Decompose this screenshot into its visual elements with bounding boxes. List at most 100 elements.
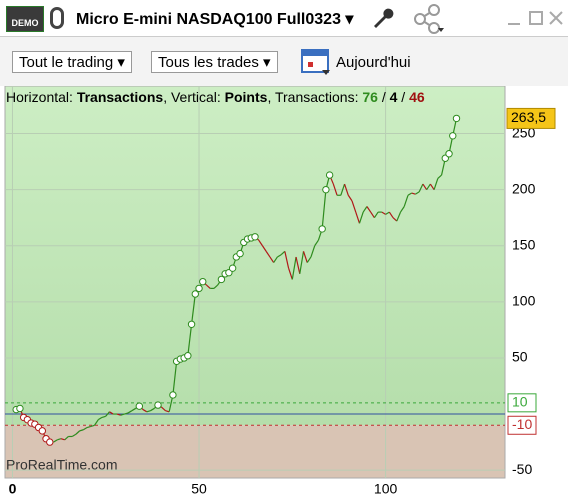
equity-segment (347, 194, 353, 202)
equity-segment (131, 407, 136, 412)
equity-segment (109, 411, 114, 415)
wrench-icon[interactable] (370, 6, 394, 30)
threshold-label: -10 (512, 416, 532, 432)
y-tick-label: 150 (512, 236, 536, 252)
equity-segment (321, 189, 327, 229)
y-tick-label: 50 (512, 349, 528, 365)
scope-dropdown[interactable]: Tout le trading ▾ (12, 51, 132, 73)
calendar-icon[interactable] (300, 46, 332, 76)
x-tick-label: 100 (374, 481, 398, 497)
link-icon[interactable] (50, 7, 64, 29)
equity-segment (415, 191, 420, 195)
equity-segment (310, 245, 316, 258)
equity-segment (385, 211, 390, 215)
window-controls[interactable] (504, 8, 568, 28)
equity-segment (429, 183, 435, 190)
trade-point (251, 233, 259, 241)
equity-segment (83, 426, 88, 431)
equity-segment (418, 183, 424, 193)
equity-segment (299, 251, 305, 274)
equity-segment (396, 211, 402, 222)
trade-point (199, 277, 207, 286)
equity-segment (373, 211, 379, 219)
info-part: Points (224, 89, 268, 105)
trade-point (236, 249, 244, 258)
threshold-box (507, 393, 537, 413)
equity-segment (426, 183, 431, 190)
y-tick-label: 200 (512, 180, 536, 196)
last-value-label: 263,5 (511, 109, 546, 125)
equity-segment (280, 250, 286, 256)
share-icon[interactable] (412, 4, 446, 34)
equity-segment (366, 206, 372, 213)
title-text: Micro E-mini NASDAQ100 Full0323 (76, 11, 341, 28)
equity-segment (165, 410, 170, 413)
equity-segment (288, 268, 293, 280)
equity-segment (400, 206, 405, 213)
equity-segment (306, 256, 312, 263)
equity-segment (124, 412, 129, 415)
equity-segment (97, 416, 103, 421)
last-value-box (506, 107, 556, 129)
date-text: Aujourd'hui (336, 54, 411, 71)
instrument-title[interactable]: Micro E-mini NASDAQ100 Full0323 ▾ (76, 11, 354, 28)
trade-point (16, 404, 24, 413)
equity-segment (150, 407, 155, 412)
equity-segment (370, 211, 375, 219)
x-tick-label: 0 (9, 481, 17, 497)
trade-point (445, 150, 453, 158)
equity-segment (291, 256, 297, 280)
equity-segment (120, 413, 125, 416)
equity-segment (60, 438, 65, 441)
date-label[interactable]: Aujourd'hui (336, 54, 411, 71)
equity-segment (105, 411, 110, 417)
equity-segment (381, 211, 386, 215)
trade-point (195, 284, 203, 293)
equity-segment (362, 206, 368, 213)
equity-segment (343, 183, 349, 196)
trade-point (325, 171, 334, 179)
equity-segment (213, 284, 219, 289)
title-bar: DEMO Micro E-mini NASDAQ100 Full0323 ▾ (0, 0, 568, 37)
equity-segment (64, 436, 69, 441)
equity-segment (71, 433, 77, 438)
trade-point (318, 225, 326, 233)
equity-segment (75, 430, 81, 435)
equity-segment (411, 192, 416, 195)
equity-segment (94, 419, 99, 426)
y-tick-label: 100 (512, 293, 536, 309)
x-tick-label: 50 (191, 481, 207, 497)
equity-segment (269, 256, 275, 263)
info-part: / (397, 89, 410, 105)
trade-point (322, 185, 330, 194)
trades-dropdown[interactable]: Tous les trades ▾ (151, 51, 278, 73)
trade-point (169, 391, 177, 399)
info-part: , Vertical: (163, 89, 225, 105)
equity-segment (187, 324, 193, 356)
equity-segment (388, 211, 394, 219)
equity-segment (351, 200, 357, 213)
filter-bar: Tout le trading ▾ Tous les trades ▾ Aujo… (0, 37, 568, 86)
badge-text: DEMO (11, 18, 39, 28)
info-part: Horizontal: (6, 89, 77, 105)
equity-segment (403, 195, 409, 207)
trade-point (38, 427, 47, 435)
equity-segment (437, 174, 442, 179)
equity-segment (90, 424, 95, 427)
equity-segment (332, 183, 338, 196)
watermark: ProRealTime.com (6, 457, 118, 473)
trades-text: Tous les trades (158, 54, 259, 71)
equity-segment (302, 251, 308, 263)
equity-segment (86, 425, 91, 429)
trade-point (228, 264, 237, 272)
trade-point (187, 320, 196, 328)
equity-segment (101, 415, 106, 418)
threshold-box (507, 415, 537, 435)
info-part: 46 (409, 89, 425, 105)
equity-segment (392, 217, 398, 222)
equity-segment (172, 361, 178, 396)
y-tick-label: -50 (512, 461, 532, 477)
equity-segment (258, 239, 263, 247)
info-part: , Transactions: (267, 89, 363, 105)
